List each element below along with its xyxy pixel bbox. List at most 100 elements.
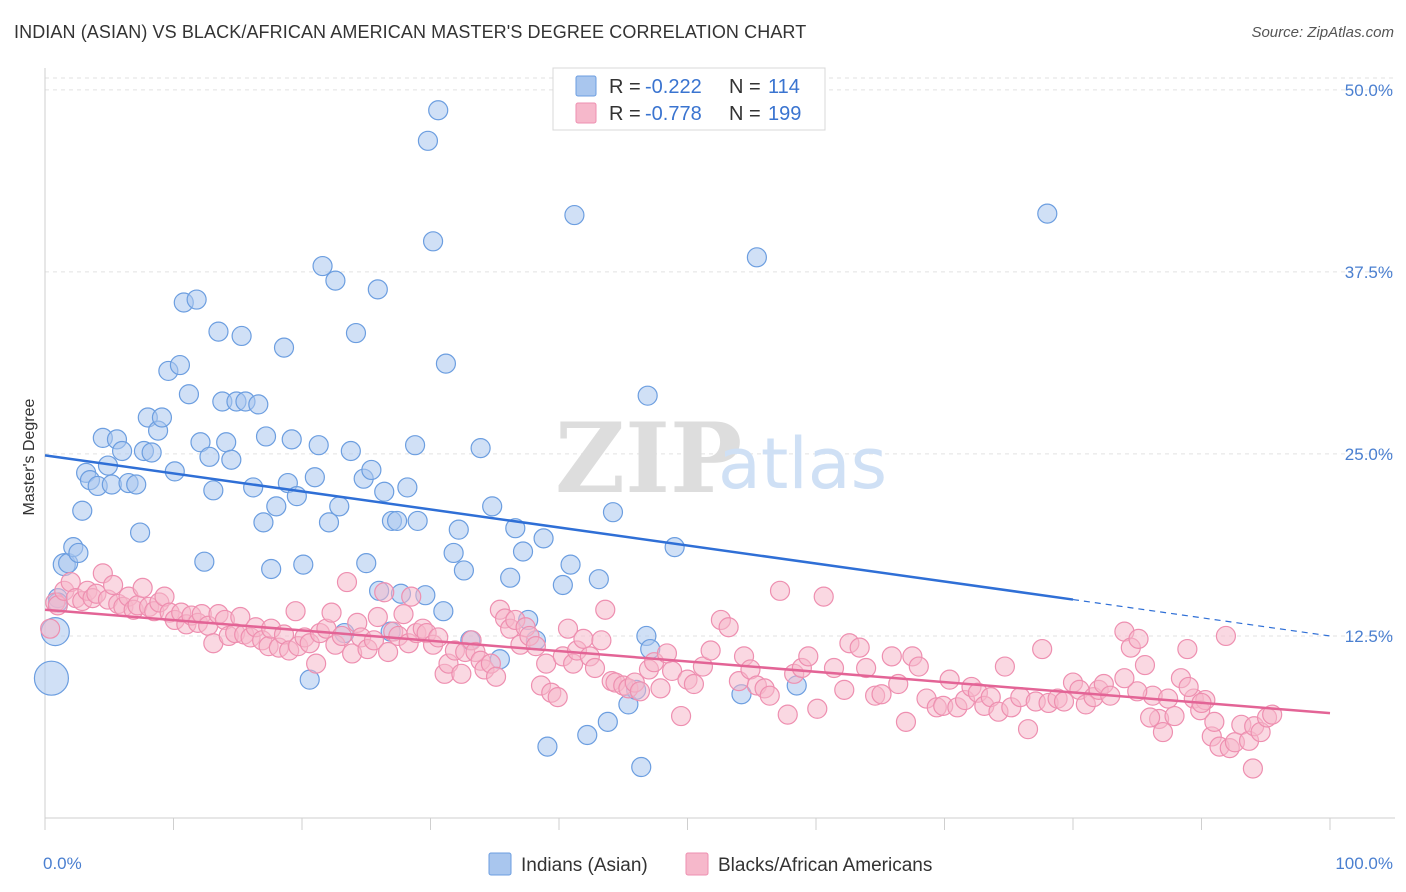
point-blacks xyxy=(1215,625,1237,647)
point-indians xyxy=(404,435,426,456)
watermark: ZIP atlas xyxy=(555,402,887,515)
point-blacks xyxy=(759,685,780,706)
point-blacks xyxy=(881,646,902,667)
point-indians xyxy=(470,437,491,459)
point-blacks xyxy=(591,630,612,651)
point-blacks xyxy=(103,574,124,596)
y-tick-labels: 12.5% 25.0% 37.5% 50.0% xyxy=(1345,81,1393,646)
source-credit: Source: ZipAtlas.com xyxy=(1251,24,1394,41)
point-indians xyxy=(111,440,133,462)
legend-n-label-1: N = xyxy=(729,103,761,125)
point-blacks xyxy=(557,618,579,639)
point-indians xyxy=(443,542,464,564)
point-indians xyxy=(325,270,346,291)
point-indians xyxy=(101,474,122,495)
point-blacks xyxy=(1204,711,1225,732)
point-blacks xyxy=(807,698,828,719)
point-indians xyxy=(68,542,89,564)
legend: R = -0.222 N = 114 R = -0.778 N = 199 xyxy=(552,67,826,131)
point-indians xyxy=(208,321,229,342)
point-blacks xyxy=(40,618,61,639)
point-indians xyxy=(533,528,554,549)
point-blacks xyxy=(401,586,422,607)
point-indians xyxy=(448,519,469,540)
point-blacks xyxy=(1114,668,1135,689)
point-blacks xyxy=(1242,758,1264,779)
y-axis-label: Master's Degree xyxy=(21,398,38,515)
point-blacks xyxy=(132,577,153,599)
y-tick-label: 50.0% xyxy=(1345,81,1393,100)
point-indians xyxy=(560,554,581,575)
point-blacks xyxy=(1178,676,1199,698)
point-blacks xyxy=(285,601,306,622)
point-indians xyxy=(397,477,418,498)
point-indians xyxy=(129,522,151,543)
point-blacks xyxy=(849,637,870,658)
point-indians xyxy=(318,512,340,533)
point-blacks xyxy=(485,666,507,687)
point-blacks xyxy=(871,684,892,705)
point-blacks xyxy=(584,657,606,679)
point-indians xyxy=(141,442,162,463)
point-indians xyxy=(433,601,454,622)
chart-title: INDIAN (ASIAN) VS BLACK/AFRICAN AMERICAN… xyxy=(14,22,807,42)
y-tick-label: 12.5% xyxy=(1345,627,1393,646)
y-tick-label: 37.5% xyxy=(1345,263,1393,282)
point-indians xyxy=(340,440,361,462)
point-indians xyxy=(231,325,252,347)
point-blacks xyxy=(856,657,877,679)
point-blacks xyxy=(777,704,798,725)
point-indians xyxy=(482,496,503,517)
point-blacks xyxy=(536,653,557,674)
point-blacks xyxy=(798,646,819,667)
point-blacks xyxy=(908,656,929,677)
legend-swatch-indians xyxy=(575,75,597,97)
grid-lines xyxy=(45,77,1395,637)
point-blacks xyxy=(393,604,414,625)
point-indians xyxy=(435,353,457,374)
trend-line-blacks xyxy=(44,608,1331,715)
point-blacks xyxy=(451,663,472,684)
point-indians xyxy=(194,551,215,572)
point-indians xyxy=(664,537,685,558)
point-blacks xyxy=(1164,705,1185,727)
point-blacks xyxy=(1017,719,1039,740)
legend-r-value-1: -0.778 xyxy=(645,103,702,125)
point-indians xyxy=(273,337,295,358)
series-blacks-points xyxy=(40,563,1283,779)
point-indians xyxy=(308,435,329,456)
point-indians xyxy=(407,510,428,532)
point-indians xyxy=(417,130,439,151)
watermark-atlas: atlas xyxy=(718,423,887,505)
point-indians xyxy=(151,407,173,428)
point-blacks xyxy=(1139,707,1161,728)
point-blacks xyxy=(700,640,721,661)
x-tick-label-min: 0.0% xyxy=(43,854,82,873)
point-blacks xyxy=(813,586,834,607)
bottom-legend-swatch-blacks xyxy=(685,852,709,876)
series-indians-points xyxy=(33,100,1058,778)
point-indians xyxy=(631,756,652,778)
point-indians xyxy=(746,247,767,268)
point-indians xyxy=(552,574,573,596)
point-blacks xyxy=(629,681,651,702)
point-blacks xyxy=(718,617,739,638)
point-blacks xyxy=(428,627,449,648)
point-indians xyxy=(221,449,242,470)
point-indians xyxy=(577,724,598,746)
point-blacks xyxy=(834,679,855,700)
point-blacks xyxy=(367,606,388,628)
point-indians xyxy=(281,429,302,450)
point-indians xyxy=(243,477,264,498)
point-indians xyxy=(428,100,449,121)
point-blacks xyxy=(1128,628,1149,649)
point-indians xyxy=(329,496,350,517)
point-indians xyxy=(248,394,269,415)
point-blacks xyxy=(650,678,671,699)
point-indians xyxy=(537,736,558,757)
point-indians xyxy=(216,432,237,453)
legend-box xyxy=(552,67,826,131)
point-indians xyxy=(33,660,70,696)
point-blacks xyxy=(939,669,960,690)
